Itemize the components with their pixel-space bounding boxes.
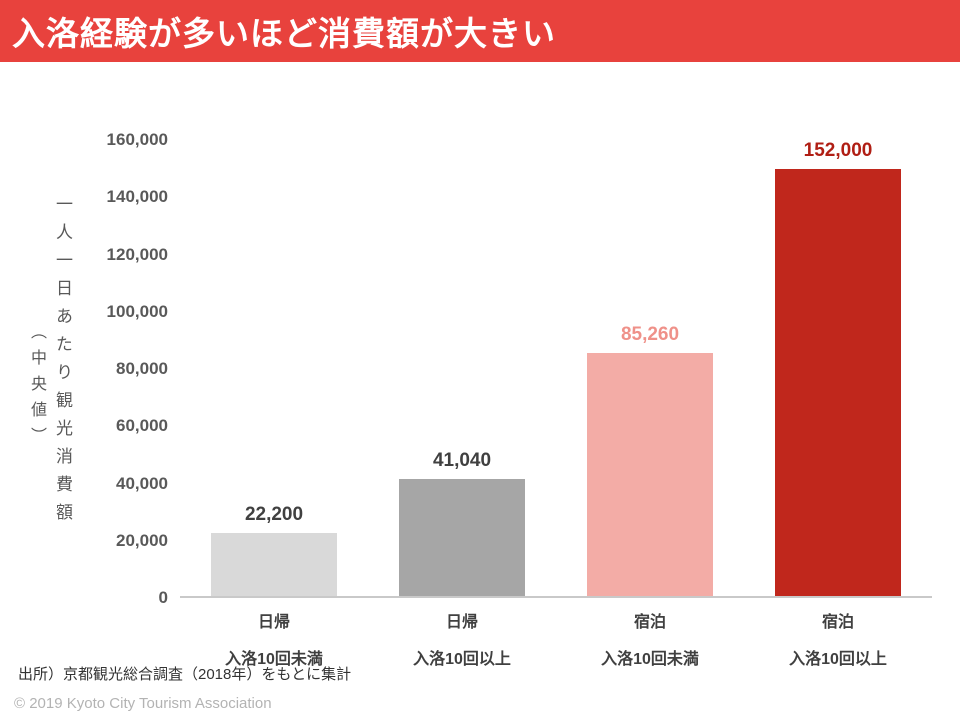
bar-value-label: 22,200 <box>244 503 304 525</box>
y-tick-100000: 100,000 <box>106 301 168 321</box>
source-note: 出所）京都観光総合調査（2018年）をもとに集計 <box>18 666 352 683</box>
category-line2: 入洛10回以上 <box>789 651 887 668</box>
category-line1: 日帰 <box>445 614 478 631</box>
y-tick-0: 0 <box>158 588 168 607</box>
y-tick-40000: 40,000 <box>116 473 168 493</box>
y-tick-160000: 160,000 <box>106 130 168 149</box>
y-axis-title-text: 一人一日あたり観光消費額 <box>53 195 72 531</box>
y-axis-ticks: 160,000 140,000 120,000 100,000 80,000 6… <box>80 130 168 607</box>
category-label: 宿泊 入洛10回以上 <box>744 608 932 669</box>
bar-group: 85,260 <box>556 140 744 596</box>
bar-value-label: 152,000 <box>803 140 873 161</box>
bar-daytrip-over10 <box>399 479 525 596</box>
bar-group: 152,000 <box>744 140 932 596</box>
bar-overnight-over10 <box>775 169 901 596</box>
category-line2: 入洛10回以上 <box>413 651 511 668</box>
y-tick-120000: 120,000 <box>106 244 168 264</box>
bar-overnight-under10 <box>587 353 713 596</box>
y-axis-title: （中央値） 一人一日あたり観光消費額 <box>24 195 75 580</box>
category-line1: 宿泊 <box>633 614 666 631</box>
bar-group: 22,200 <box>180 140 368 596</box>
bar-daytrip-under10 <box>211 532 337 596</box>
y-axis-subtitle: （中央値） <box>28 322 45 453</box>
category-line2: 入洛10回未満 <box>225 651 323 668</box>
category-label: 日帰 入洛10回以上 <box>368 608 556 669</box>
category-label: 日帰 入洛10回未満 <box>180 608 368 669</box>
category-line1: 日帰 <box>257 614 290 631</box>
bar-group: 41,040 <box>368 140 556 596</box>
x-axis-labels: 日帰 入洛10回未満 日帰 入洛10回以上 宿泊 入洛10回未満 宿泊 入洛10… <box>180 608 932 669</box>
plot-area: 22,200 41,040 85,260 152,000 <box>180 140 932 598</box>
category-label: 宿泊 入洛10回未満 <box>556 608 744 669</box>
y-tick-80000: 80,000 <box>116 359 168 378</box>
bar-value-label: 85,260 <box>620 324 680 346</box>
category-line2: 入洛10回未満 <box>601 651 699 668</box>
y-tick-20000: 20,000 <box>116 530 168 550</box>
slide-title: 入洛経験が多いほど消費額が大きい <box>12 15 556 52</box>
bar-value-label: 41,040 <box>432 450 492 472</box>
y-tick-60000: 60,000 <box>116 416 168 436</box>
y-tick-140000: 140,000 <box>106 187 168 207</box>
slide-header: 入洛経験が多いほど消費額が大きい <box>0 0 960 62</box>
copyright-text: © 2019 Kyoto City Tourism Association <box>14 695 272 712</box>
category-line1: 宿泊 <box>821 614 854 631</box>
